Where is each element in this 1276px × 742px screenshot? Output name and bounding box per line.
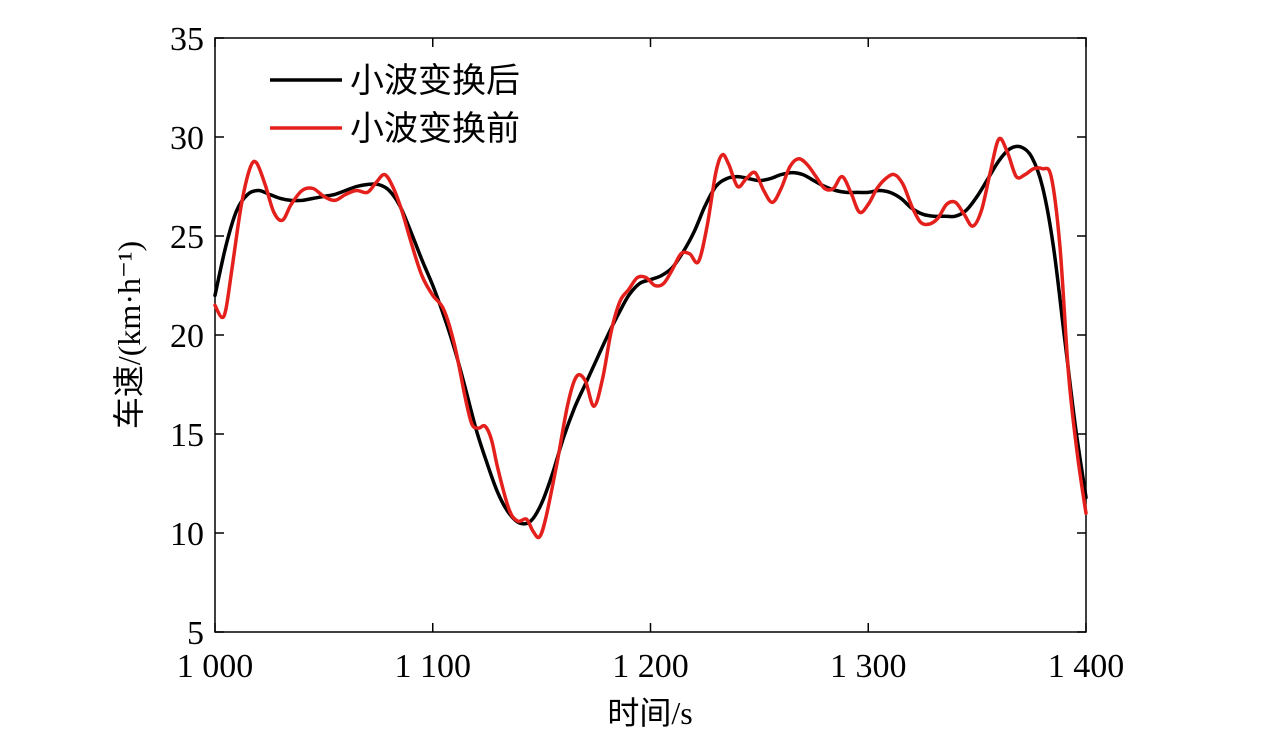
x-axis-label: 时间/s — [607, 695, 692, 731]
series-layer — [213, 136, 1088, 540]
axes-ticks — [214, 37, 1087, 633]
y-tick-label: 10 — [170, 516, 204, 553]
y-tick-label: 35 — [170, 21, 204, 58]
series-line-1 — [213, 136, 1088, 540]
legend-label-series-0: 小波变换后 — [350, 62, 520, 100]
y-tick-label: 5 — [187, 615, 204, 652]
x-tick-label: 1 300 — [830, 648, 907, 685]
y-axis-label: 车速/(km·h⁻¹) — [111, 241, 147, 429]
y-tick-label: 30 — [170, 120, 204, 157]
x-tick-label: 1 000 — [177, 648, 254, 685]
x-tick-labels: 1 000 1 100 1 200 1 300 1 400 — [177, 648, 1125, 685]
x-tick-label: 1 200 — [612, 648, 689, 685]
legend-label-series-1: 小波变换前 — [350, 110, 520, 148]
plot-frame — [214, 37, 1087, 633]
series-line-0 — [213, 144, 1088, 526]
y-tick-label: 25 — [170, 219, 204, 256]
y-tick-label: 20 — [170, 318, 204, 355]
x-tick-label: 1 100 — [395, 648, 472, 685]
legend: 小波变换后 小波变换前 — [270, 62, 520, 148]
x-tick-label: 1 400 — [1048, 648, 1125, 685]
y-tick-labels: 5 10 15 20 25 30 35 — [170, 21, 204, 652]
y-tick-label: 15 — [170, 417, 204, 454]
